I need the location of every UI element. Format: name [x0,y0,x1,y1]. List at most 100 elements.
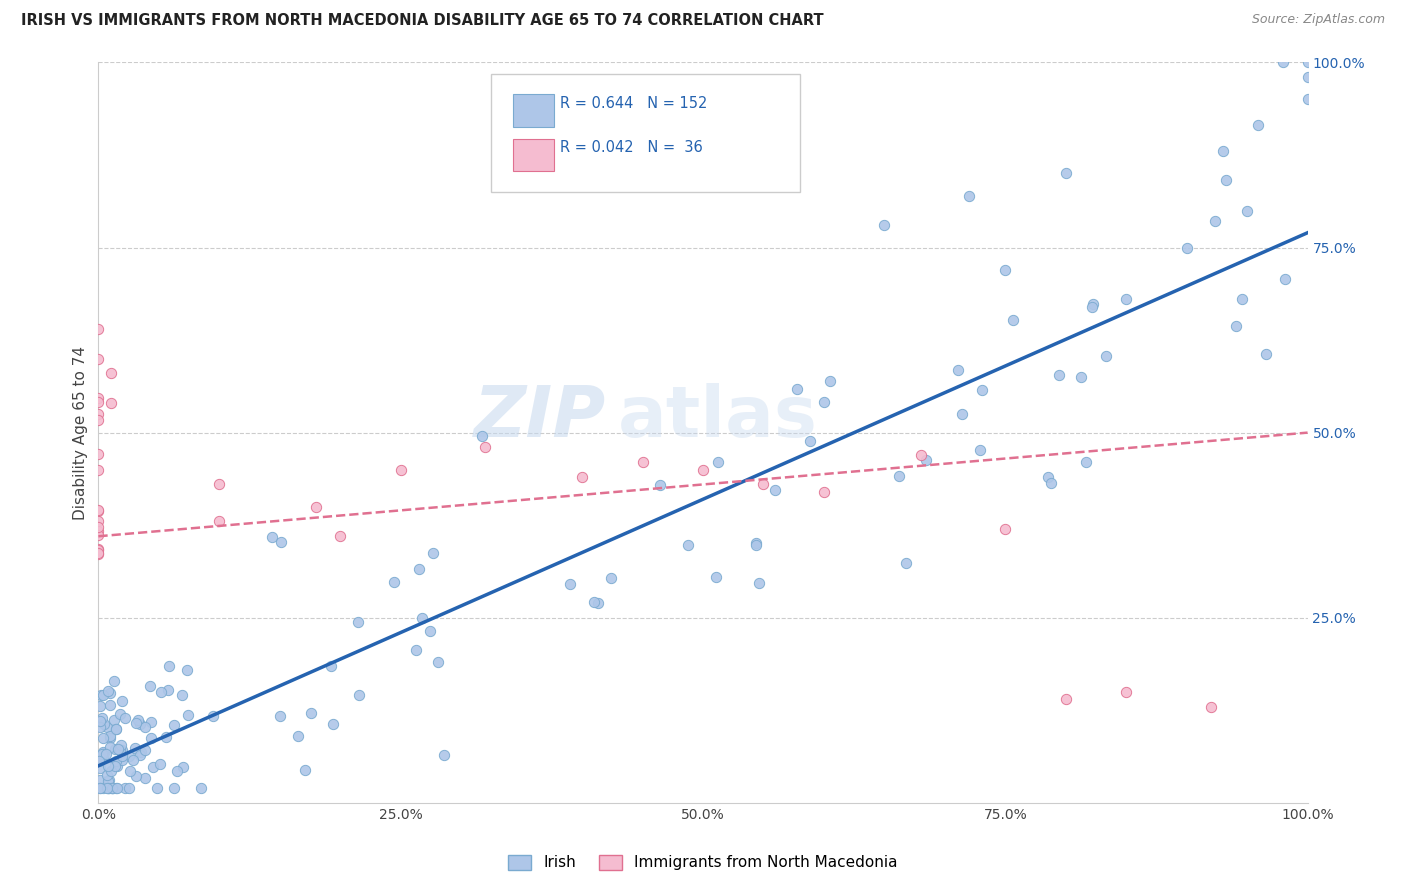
Point [287,729,309,743]
Point [110,738,132,752]
Point [104,759,127,773]
Point [111,694,134,708]
Point [100,396,122,410]
Point [101,780,124,795]
Point [631,455,654,469]
Legend: Irish, Immigrants from North Macedonia: Irish, Immigrants from North Macedonia [502,848,904,877]
Point [91,688,114,702]
Point [329,529,352,543]
Point [100,367,122,381]
Point [1232,292,1254,306]
Point [91,747,114,761]
Point [124,741,146,756]
Point [91,731,114,745]
Point [87,462,110,476]
Point [799,434,821,449]
Point [813,394,835,409]
Point [1081,296,1104,310]
Point [887,469,910,483]
Point [146,780,169,795]
Y-axis label: Disability Age 65 to 74: Disability Age 65 to 74 [73,345,89,520]
Point [89,780,111,795]
Point [433,748,456,763]
Point [93,780,115,795]
Point [155,730,177,744]
Point [111,753,134,767]
Point [110,743,132,757]
Point [157,659,180,673]
Point [745,536,768,550]
Point [157,683,180,698]
Point [111,742,134,756]
Point [419,624,441,639]
Point [98,780,121,795]
Point [994,262,1017,277]
Point [558,577,581,591]
Point [89,773,111,788]
Point [163,780,186,795]
Point [129,717,152,731]
Point [571,470,593,484]
Point [87,546,110,560]
Point [104,756,127,771]
Point [208,515,231,529]
Point [166,764,188,779]
Point [896,557,918,571]
Point [93,746,115,760]
Point [321,659,343,673]
Point [105,780,128,795]
Point [134,720,156,734]
Point [104,723,127,737]
Point [1040,475,1063,490]
Point [89,699,111,714]
Point [972,383,994,397]
Point [101,780,124,795]
Point [969,442,991,457]
Point [177,707,200,722]
Point [103,713,125,727]
Point [190,780,212,795]
Point [172,760,194,774]
Point [96,768,118,782]
Point [208,477,231,491]
Point [1212,145,1234,159]
Point [104,722,127,736]
Point [108,706,131,721]
Point [1199,699,1222,714]
Point [270,535,292,549]
Point [89,720,111,734]
Point [100,764,122,779]
Point [148,757,170,772]
Point [97,684,120,698]
Point [786,382,808,396]
Point [201,709,224,723]
Point [127,713,149,727]
Point [87,541,110,556]
Point [1038,469,1060,483]
Point [96,720,118,734]
Text: R = 0.042   N =  36: R = 0.042 N = 36 [561,140,703,155]
FancyBboxPatch shape [513,95,554,127]
Point [134,743,156,757]
Point [87,547,110,561]
Point [1054,692,1077,706]
Point [1296,55,1319,70]
Point [87,395,110,409]
Point [91,750,114,764]
Point [104,742,127,756]
Point [1272,55,1295,70]
Point [748,575,770,590]
Point [87,504,110,518]
Point [1225,318,1247,333]
Point [114,780,136,795]
Point [87,503,110,517]
Point [471,429,494,443]
Point [1081,301,1104,315]
Point [957,188,980,202]
Point [149,685,172,699]
Point [98,731,121,746]
Text: ZIP: ZIP [474,384,606,452]
Point [1054,166,1077,180]
Point [346,615,368,630]
Point [1296,70,1319,85]
